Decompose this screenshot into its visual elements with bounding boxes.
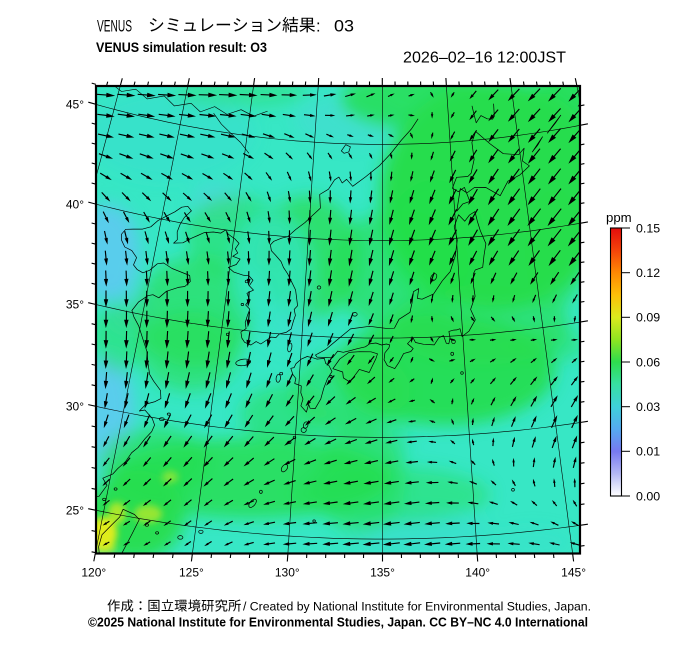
svg-text::: : (316, 18, 321, 36)
svg-text:40°: 40° (66, 197, 84, 211)
svg-text:VENUS: VENUS (97, 18, 132, 36)
svg-text:145°: 145° (561, 566, 586, 580)
svg-text:135°: 135° (370, 566, 395, 580)
svg-text:120°: 120° (81, 566, 106, 580)
svg-text:0.06: 0.06 (636, 355, 660, 369)
svg-text:25°: 25° (66, 504, 84, 518)
svg-text:0.12: 0.12 (636, 266, 660, 280)
svg-text:0.03: 0.03 (636, 400, 660, 414)
svg-text:0.00: 0.00 (636, 489, 660, 503)
svg-text:45°: 45° (66, 98, 84, 112)
svg-text:©2025 National Institute for E: ©2025 National Institute for Environment… (88, 616, 588, 630)
svg-text:0.09: 0.09 (636, 311, 660, 325)
svg-text:03: 03 (334, 18, 354, 36)
svg-text:/ Created by National Institut: / Created by National Institute for Envi… (243, 600, 591, 614)
svg-text:130°: 130° (275, 566, 300, 580)
svg-text:0.15: 0.15 (636, 221, 660, 235)
svg-text:2026–02–16 12:00JST: 2026–02–16 12:00JST (403, 49, 566, 66)
svg-text:0.01: 0.01 (636, 445, 660, 459)
svg-text:ppm: ppm (606, 210, 632, 225)
svg-text:140°: 140° (465, 566, 490, 580)
svg-text:30°: 30° (66, 400, 84, 414)
svg-text:125°: 125° (179, 566, 204, 580)
svg-text:35°: 35° (66, 298, 84, 312)
svg-text:VENUS simulation result: O3: VENUS simulation result: O3 (96, 39, 267, 55)
